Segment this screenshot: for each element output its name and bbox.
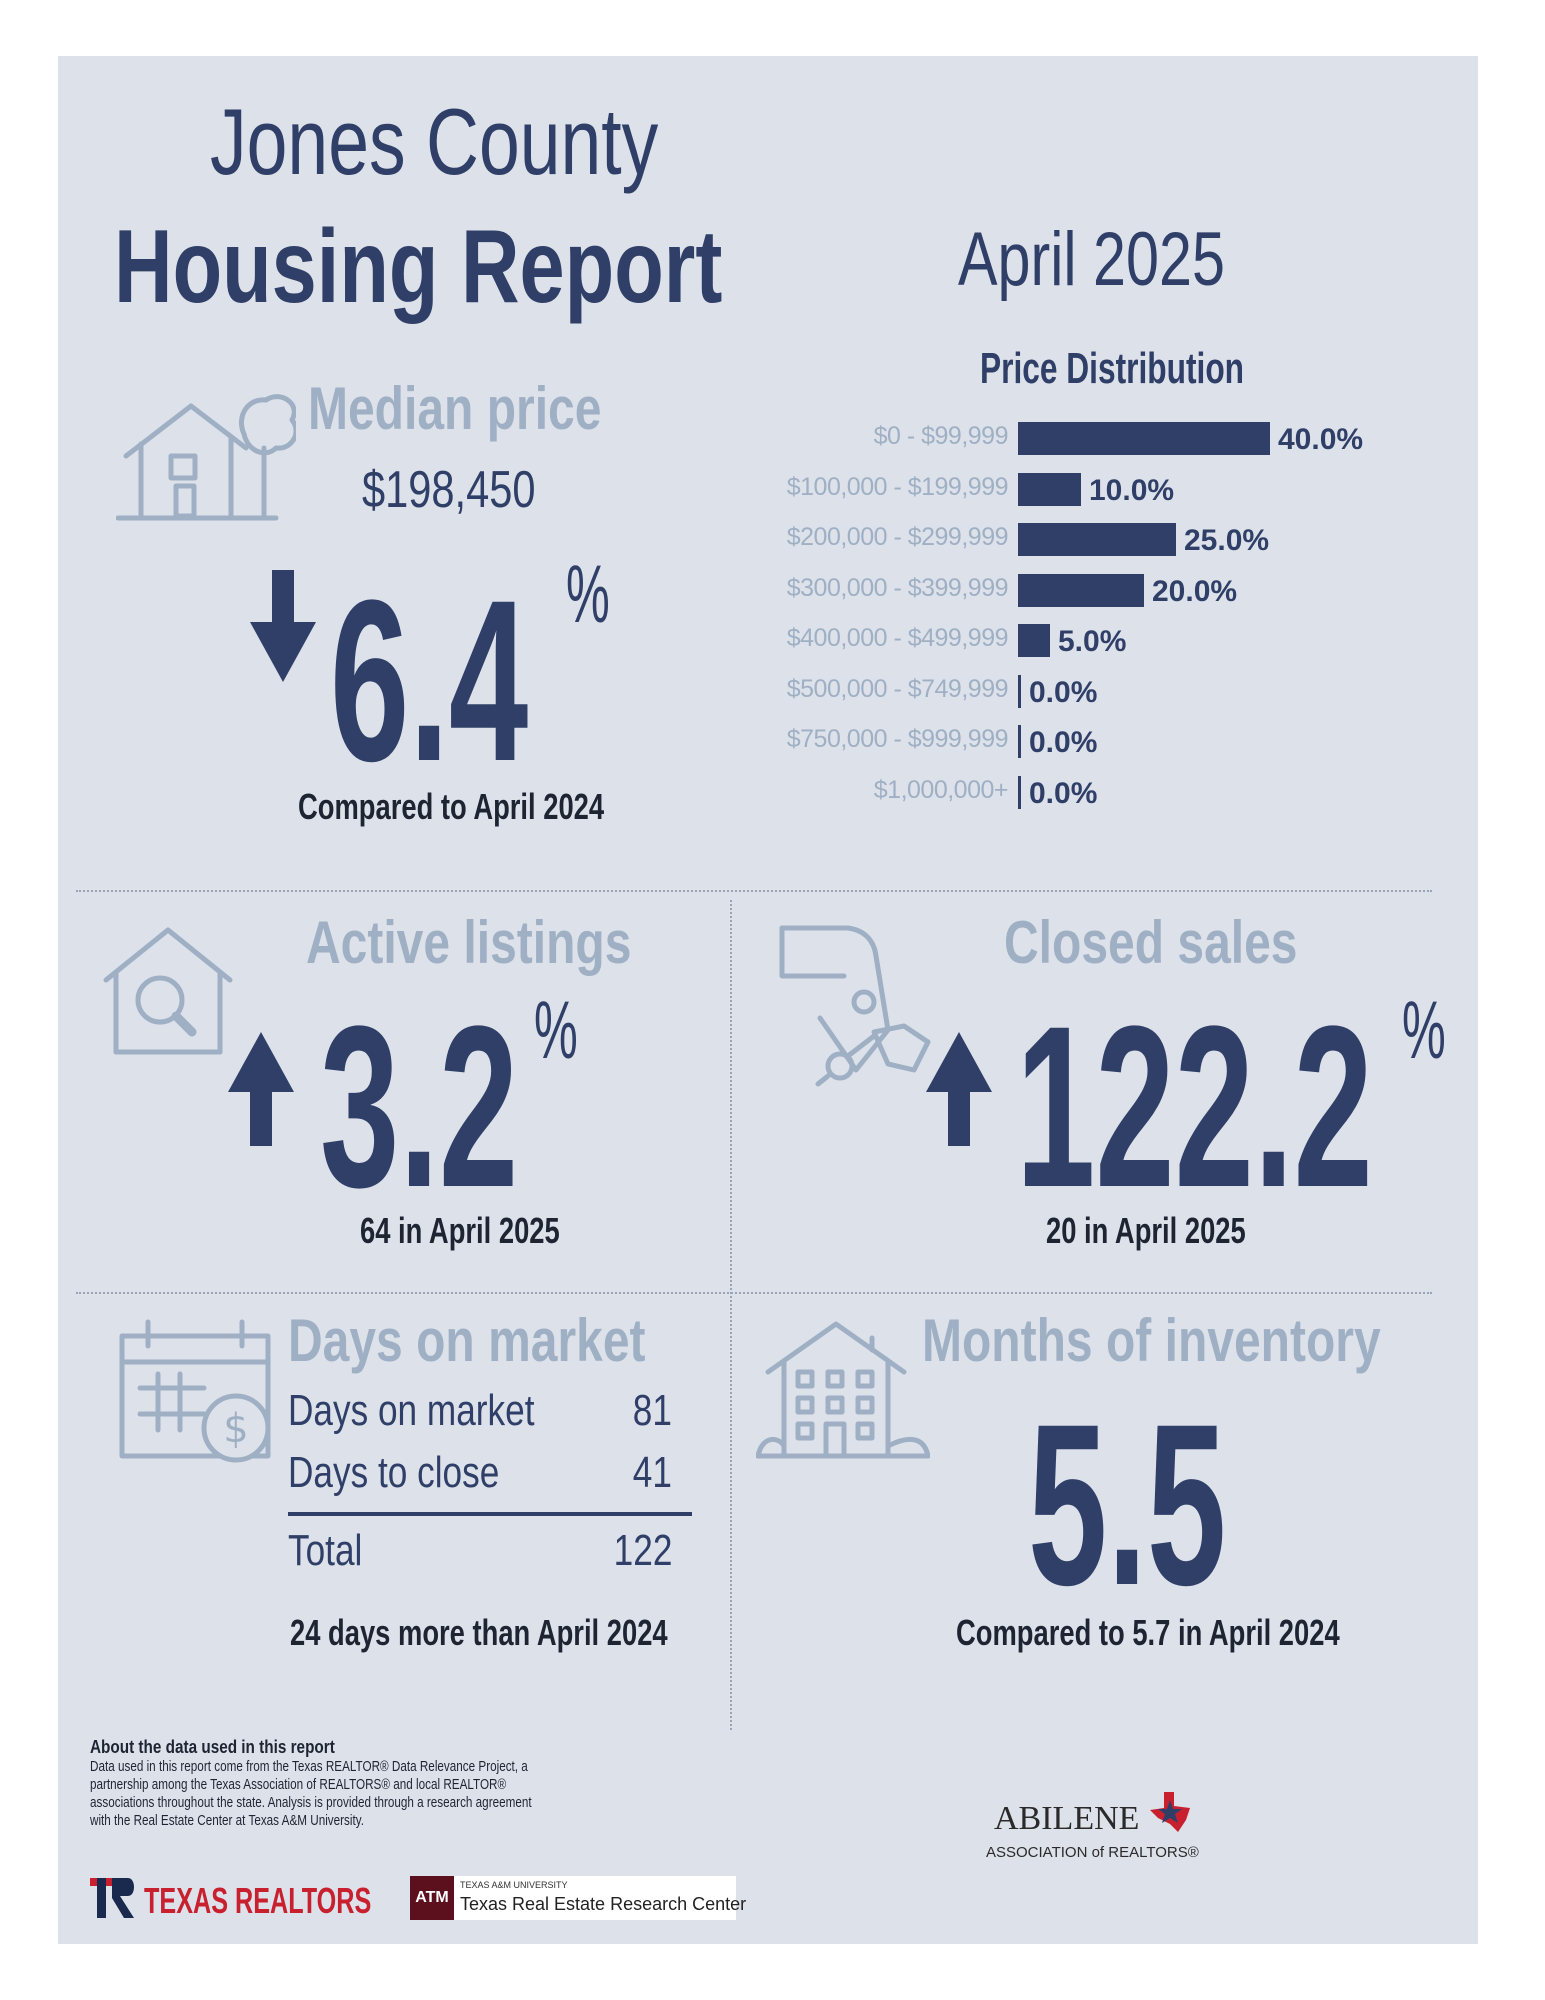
price-distribution-row: $0 - $99,999 40.0% (788, 418, 1408, 458)
about-title: About the data used in this report (90, 1737, 335, 1757)
active-listings-heading: Active listings (306, 909, 632, 976)
price-bar (1018, 523, 1176, 556)
title-county: Jones County (210, 89, 659, 194)
about-line: associations throughout the state. Analy… (90, 1794, 532, 1811)
price-distribution-row: $1,000,000+ 0.0% (788, 772, 1408, 812)
price-distribution-row: $500,000 - $749,999 0.0% (786, 671, 1408, 711)
price-bar (1018, 725, 1021, 758)
price-distribution-row: $200,000 - $299,999 25.0% (786, 519, 1408, 559)
texas-realtors-mark-icon (90, 1878, 134, 1918)
price-range-label: $100,000 - $199,999 (786, 472, 1009, 501)
abilene-text: ABILENE (994, 1800, 1140, 1837)
price-bar (1018, 775, 1021, 809)
price-bar-value-label: 5.0% (1058, 625, 1127, 658)
price-bar (1018, 422, 1270, 455)
texas-realtors-logo: TEXAS REALTORS (90, 1878, 390, 1921)
days-total-rule (288, 1512, 692, 1516)
report-panel (58, 56, 1478, 1944)
price-bar (1018, 573, 1144, 607)
active-listings-change: 3.2 (320, 978, 519, 1235)
days-on-market-note: 24 days more than April 2024 (290, 1612, 668, 1653)
price-bar (1018, 472, 1081, 506)
apartment-building-icon (756, 1316, 930, 1464)
tamu-small-text: TEXAS A&M UNIVERSITY (460, 1880, 568, 1890)
house-tree-icon (116, 386, 296, 526)
median-price-value: $198,450 (362, 461, 536, 519)
price-bar-value-label: 0.0% (1029, 726, 1098, 759)
closed-sales-percent: % (1402, 985, 1446, 1076)
price-bar-value-label: 0.0% (1029, 776, 1098, 810)
days-row-close: Days to close 41 (288, 1448, 672, 1497)
days-table: Days on market 81 Days to close 41 Total… (288, 1386, 692, 1586)
price-range-label: $400,000 - $499,999 (786, 624, 1009, 652)
price-range-label: $300,000 - $399,999 (786, 573, 1009, 602)
price-range-label: $200,000 - $299,999 (786, 523, 1009, 551)
abilene-subtext: ASSOCIATION of REALTORS® (986, 1844, 1199, 1861)
price-range-label: $0 - $99,999 (873, 422, 1009, 450)
texas-realtors-text: TEXAS REALTORS (144, 1880, 372, 1921)
price-bar-value-label: 0.0% (1029, 675, 1098, 709)
texas-star-icon (1150, 1792, 1190, 1832)
abilene-logo: ABILENE ASSOCIATION of REALTORS® (986, 1792, 1216, 1870)
months-inventory-value: 5.5 (1028, 1376, 1227, 1633)
price-bar (1018, 674, 1021, 708)
months-inventory-heading: Months of inventory (922, 1307, 1381, 1374)
divider-top (76, 890, 1432, 892)
median-price-percent: % (566, 549, 610, 640)
about-line: Data used in this report come from the T… (90, 1758, 528, 1775)
closed-sales-note: 20 in April 2025 (1046, 1210, 1246, 1251)
calendar-dollar-icon: $ (118, 1318, 278, 1468)
price-range-label: $750,000 - $999,999 (786, 725, 1009, 753)
price-distribution-chart: $0 - $99,999 40.0% $100,000 - $199,999 10.0… (786, 418, 1408, 818)
title-report: Housing Report (114, 209, 723, 325)
days-row-total: Total 122 (288, 1526, 672, 1575)
days-on-market-heading: Days on market (288, 1307, 646, 1374)
price-bar-value-label: 10.0% (1089, 473, 1175, 507)
house-search-icon (100, 922, 236, 1058)
price-bar (1018, 624, 1050, 657)
price-bar-value-label: 40.0% (1278, 423, 1364, 456)
about-data: About the data used in this report Data … (90, 1738, 730, 1830)
price-range-label: $1,000,000+ (873, 775, 1009, 804)
active-listings-percent: % (534, 985, 578, 1076)
median-price-heading: Median price (308, 375, 602, 442)
median-price-change: 6.4 (330, 552, 529, 809)
price-distribution-row: $750,000 - $999,999 0.0% (786, 721, 1408, 761)
tamu-mark-icon: ATM (410, 1876, 454, 1920)
svg-text:$: $ (223, 1406, 248, 1452)
up-arrow-icon (228, 1032, 294, 1151)
closed-sales-change: 122.2 (1016, 978, 1373, 1235)
price-bar-value-label: 25.0% (1184, 524, 1270, 557)
price-distribution-row: $400,000 - $499,999 5.0% (786, 620, 1408, 660)
months-inventory-note: Compared to 5.7 in April 2024 (956, 1612, 1340, 1653)
tamu-text: Texas Real Estate Research Center (460, 1894, 747, 1914)
days-row-market: Days on market 81 (288, 1386, 672, 1435)
up-arrow-icon (926, 1032, 992, 1151)
about-line: with the Real Estate Center at Texas A&M… (90, 1812, 364, 1829)
down-arrow-icon (250, 570, 316, 687)
tamu-logo: ATM TEXAS A&M UNIVERSITY Texas Real Esta… (410, 1876, 746, 1920)
price-distribution-row: $100,000 - $199,999 10.0% (786, 469, 1408, 509)
report-period: April 2025 (958, 217, 1225, 302)
price-distribution-title: Price Distribution (980, 344, 1245, 393)
median-price-note: Compared to April 2024 (298, 786, 605, 827)
divider-middle (76, 1292, 1432, 1294)
closed-sales-heading: Closed sales (1004, 909, 1298, 976)
divider-vertical (730, 900, 732, 1730)
price-distribution-row: $300,000 - $399,999 20.0% (786, 570, 1408, 610)
hand-key-icon (778, 920, 938, 1090)
price-bar-value-label: 20.0% (1152, 574, 1238, 608)
active-listings-note: 64 in April 2025 (360, 1210, 560, 1251)
price-range-label: $500,000 - $749,999 (786, 674, 1009, 703)
about-line: partnership among the Texas Association … (90, 1776, 507, 1793)
